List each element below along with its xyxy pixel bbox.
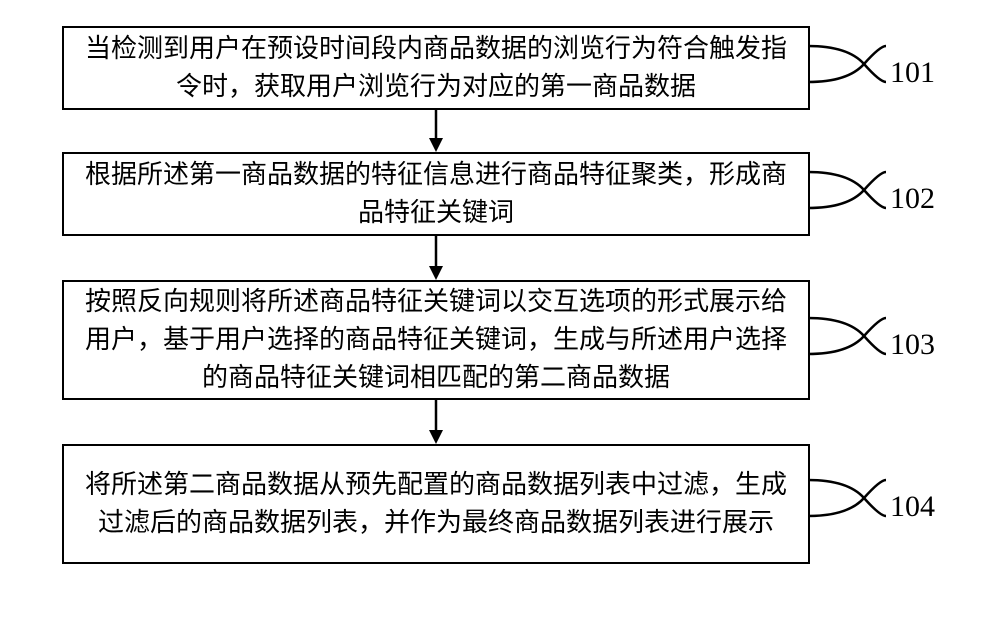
flow-arrow-3 (426, 400, 446, 446)
flow-label-2: 102 (890, 182, 935, 216)
flow-node-2-text: 根据所述第一商品数据的特征信息进行商品特征聚类，形成商品特征关键词 (78, 156, 794, 231)
flow-arrow-2 (426, 236, 446, 282)
flow-arrow-1 (426, 110, 446, 154)
flowchart-canvas: 当检测到用户在预设时间段内商品数据的浏览行为符合触发指令时，获取用户浏览行为对应… (0, 0, 1000, 620)
connector-4 (808, 476, 888, 522)
flow-label-1: 101 (890, 56, 935, 90)
connector-2 (808, 168, 888, 214)
connector-3 (808, 314, 888, 360)
flow-node-1: 当检测到用户在预设时间段内商品数据的浏览行为符合触发指令时，获取用户浏览行为对应… (62, 26, 810, 110)
flow-node-3-text: 按照反向规则将所述商品特征关键词以交互选项的形式展示给用户，基于用户选择的商品特… (78, 283, 794, 396)
flow-node-3: 按照反向规则将所述商品特征关键词以交互选项的形式展示给用户，基于用户选择的商品特… (62, 280, 810, 400)
flow-node-2: 根据所述第一商品数据的特征信息进行商品特征聚类，形成商品特征关键词 (62, 152, 810, 236)
flow-node-1-text: 当检测到用户在预设时间段内商品数据的浏览行为符合触发指令时，获取用户浏览行为对应… (78, 30, 794, 105)
flow-label-4: 104 (890, 490, 935, 524)
flow-label-3: 103 (890, 328, 935, 362)
connector-1 (808, 42, 888, 88)
flow-node-4-text: 将所述第二商品数据从预先配置的商品数据列表中过滤，生成过滤后的商品数据列表，并作… (78, 466, 794, 541)
flow-node-4: 将所述第二商品数据从预先配置的商品数据列表中过滤，生成过滤后的商品数据列表，并作… (62, 444, 810, 564)
